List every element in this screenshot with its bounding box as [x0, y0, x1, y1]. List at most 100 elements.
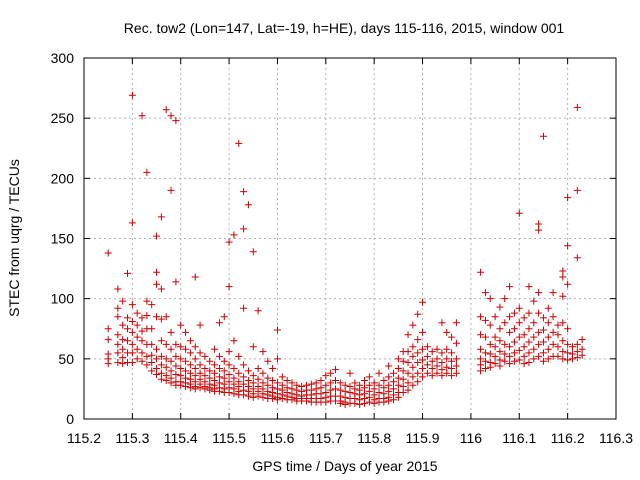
x-axis-label: GPS time / Days of year 2015 [252, 458, 437, 474]
data-point [157, 352, 165, 360]
data-point [530, 333, 538, 341]
data-point [211, 369, 219, 377]
data-point [525, 349, 533, 357]
data-point [564, 340, 572, 348]
data-point [153, 280, 161, 288]
data-point [206, 357, 214, 365]
data-point [564, 194, 572, 202]
data-point [240, 304, 248, 312]
data-point [331, 366, 339, 374]
data-point [124, 269, 132, 277]
data-point [486, 321, 494, 329]
data-point [244, 392, 252, 400]
data-point [133, 321, 141, 329]
data-point [167, 186, 175, 194]
data-point [578, 345, 586, 353]
data-point [549, 328, 557, 336]
data-point [578, 351, 586, 359]
data-point [201, 372, 209, 380]
data-point [201, 364, 209, 372]
data-point [510, 357, 518, 365]
data-point [225, 348, 233, 356]
data-point [114, 340, 122, 348]
data-point [128, 219, 136, 227]
x-tick-label: 115.5 [212, 430, 246, 446]
data-point [380, 398, 388, 406]
data-point [390, 385, 398, 393]
data-point [104, 249, 112, 257]
data-point [399, 357, 407, 365]
data-point [370, 379, 378, 387]
data-point [201, 385, 209, 393]
data-point [153, 268, 161, 276]
data-point [399, 375, 407, 383]
data-point [544, 333, 552, 341]
data-point [278, 395, 286, 403]
data-point [182, 383, 190, 391]
data-point [448, 372, 456, 380]
data-point [235, 352, 243, 360]
data-point [230, 337, 238, 345]
data-point [322, 372, 330, 380]
data-point [249, 393, 257, 401]
data-point [172, 352, 180, 360]
x-tick-label: 115.9 [406, 430, 440, 446]
data-point [515, 356, 523, 364]
data-point [535, 220, 543, 228]
data-point [307, 380, 315, 388]
data-point [530, 297, 538, 305]
data-point [535, 352, 543, 360]
data-point [191, 385, 199, 393]
data-point [433, 355, 441, 363]
data-point [520, 352, 528, 360]
data-point [568, 343, 576, 351]
data-point [423, 369, 431, 377]
data-point [138, 112, 146, 120]
x-tick-label: 115.7 [309, 430, 343, 446]
data-point [390, 378, 398, 386]
data-point [148, 351, 156, 359]
data-point [535, 226, 543, 234]
x-tick-label: 115.4 [164, 430, 198, 446]
data-point [220, 357, 228, 365]
data-point [539, 349, 547, 357]
data-point [419, 328, 427, 336]
data-point [491, 352, 499, 360]
data-point [564, 325, 572, 333]
data-point [220, 313, 228, 321]
data-point [506, 352, 514, 360]
data-point [138, 337, 146, 345]
data-point [240, 391, 248, 399]
data-point [128, 91, 136, 99]
data-point [220, 374, 228, 382]
data-point [496, 325, 504, 333]
data-point [153, 355, 161, 363]
data-point [327, 379, 335, 387]
x-tick-label: 116 [460, 430, 483, 446]
data-point [554, 331, 562, 339]
data-point [191, 364, 199, 372]
data-point [486, 340, 494, 348]
data-point [244, 376, 252, 384]
axis-ticks [83, 57, 617, 420]
data-point [496, 303, 504, 311]
data-point [153, 345, 161, 353]
data-point [225, 370, 233, 378]
data-point [520, 343, 528, 351]
data-point [114, 358, 122, 366]
data-point [452, 355, 460, 363]
data-point [380, 376, 388, 384]
data-point [167, 328, 175, 336]
data-point [394, 355, 402, 363]
data-point [177, 343, 185, 351]
data-point [404, 379, 412, 387]
data-point [157, 375, 165, 383]
data-point [399, 389, 407, 397]
data-point [496, 362, 504, 370]
data-point [191, 372, 199, 380]
data-point [525, 338, 533, 346]
data-point [573, 254, 581, 262]
data-point [510, 338, 518, 346]
data-point [477, 355, 485, 363]
